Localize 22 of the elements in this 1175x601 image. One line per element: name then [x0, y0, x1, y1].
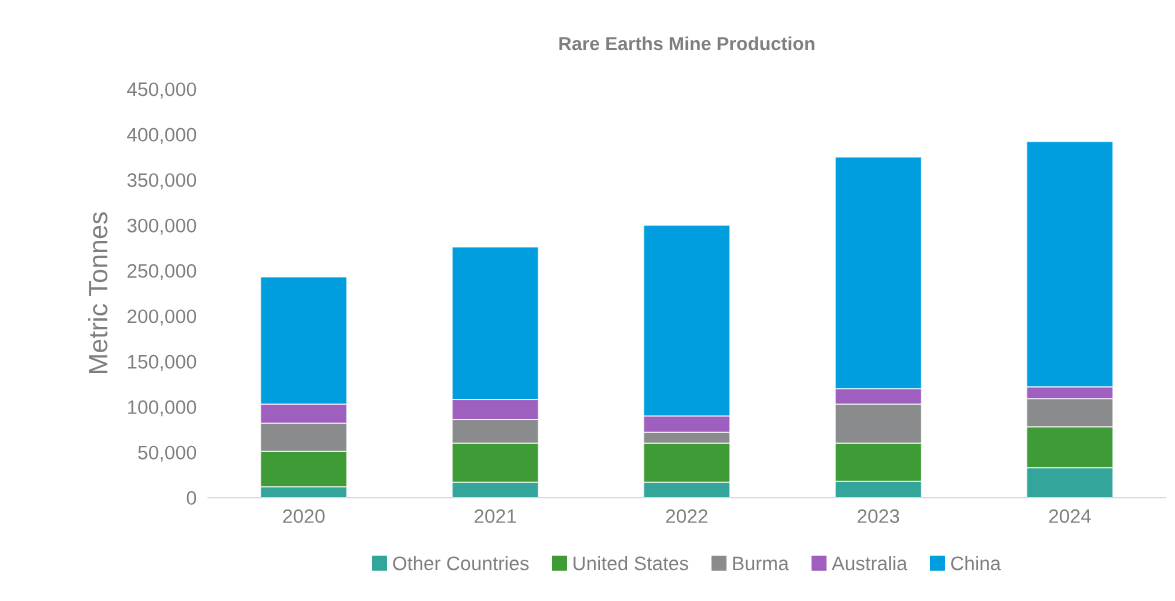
y-tick-label: 450,000	[127, 82, 197, 99]
y-tick-label: 200,000	[127, 309, 197, 326]
legend-label: Burma	[733, 556, 789, 571]
y-tick-label: 300,000	[127, 218, 197, 235]
y-tick-label: 100,000	[128, 400, 197, 417]
legend-label: United States	[573, 556, 689, 571]
y-tick-label: 150,000	[128, 354, 197, 371]
x-tick-label: 2020	[283, 509, 325, 524]
x-tick-label: 2021	[474, 509, 516, 524]
x-tick-label: 2024	[1049, 509, 1091, 524]
y-axis-title: Metric Tonnes	[88, 212, 108, 374]
y-tick-label: 50,000	[138, 445, 197, 462]
y-tick-label: 350,000	[127, 173, 197, 190]
x-tick-label: 2023	[857, 509, 900, 524]
y-tick-label: 250,000	[127, 264, 197, 281]
y-tick-label: 400,000	[127, 127, 197, 144]
legend-label: China	[951, 556, 1001, 571]
x-tick-label: 2022	[666, 509, 708, 524]
legend-label: Australia	[831, 556, 908, 571]
y-tick-label: 0	[186, 491, 197, 505]
chart-title: Rare Earths Mine Production	[559, 36, 815, 51]
legend-label: Other Countries	[393, 556, 529, 571]
